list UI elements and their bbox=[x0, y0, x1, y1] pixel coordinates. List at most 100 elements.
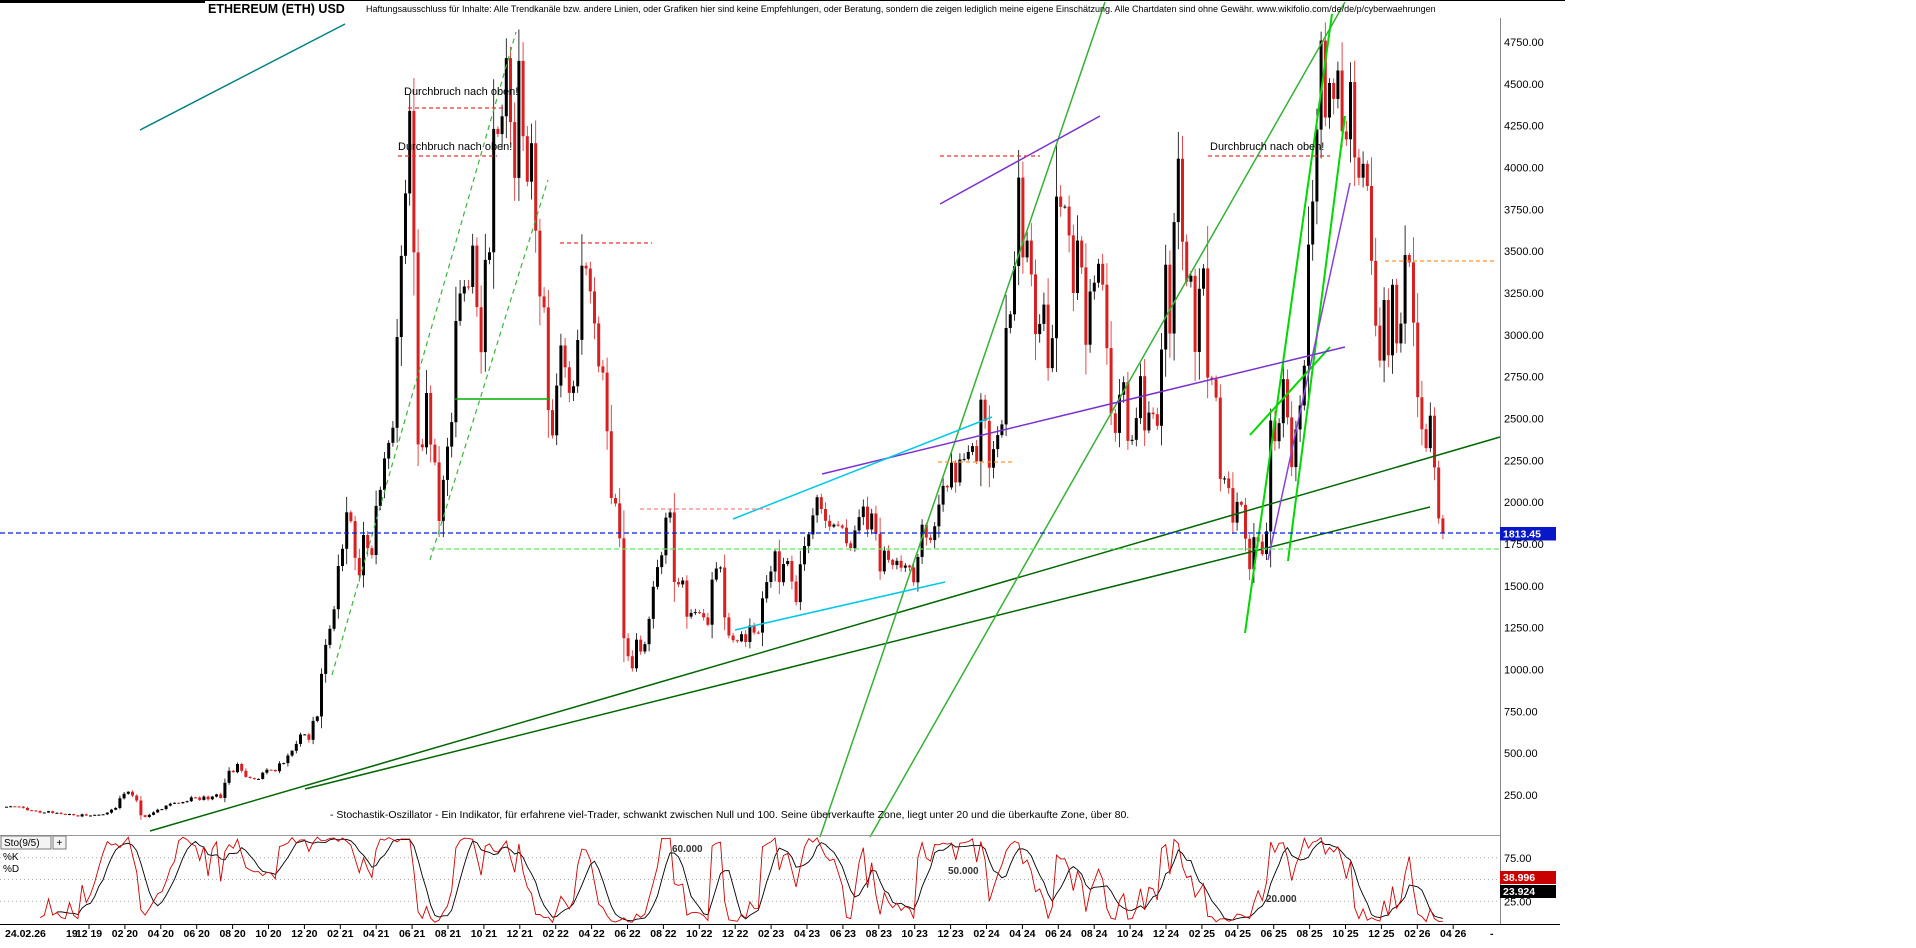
candle-body bbox=[731, 635, 735, 641]
candle-body bbox=[656, 567, 659, 587]
candle-body bbox=[93, 814, 97, 816]
candle-body bbox=[1210, 377, 1214, 380]
candle-body bbox=[601, 366, 605, 373]
x-axis-label: 06 22 bbox=[614, 928, 640, 940]
candle-body bbox=[265, 769, 269, 773]
x-axis-label: - bbox=[1490, 928, 1494, 940]
candle-body bbox=[1223, 478, 1226, 480]
candle-body bbox=[1147, 412, 1151, 431]
stoch-k-badge bbox=[1500, 885, 1556, 898]
y-axis-label: 4000.00 bbox=[1504, 163, 1544, 175]
candle-body bbox=[1374, 260, 1378, 326]
candle-body bbox=[971, 446, 974, 452]
green-dashed-rally-line-2 bbox=[429, 179, 549, 561]
x-axis-label: 08 25 bbox=[1296, 928, 1322, 940]
x-axis-label: 08 22 bbox=[650, 928, 676, 940]
candle-body bbox=[933, 526, 937, 541]
candle-body bbox=[723, 567, 727, 618]
candle-body bbox=[929, 537, 932, 541]
candle-body bbox=[290, 750, 294, 756]
candle-body bbox=[286, 755, 290, 764]
candle-body bbox=[1214, 379, 1218, 398]
candle-body bbox=[1013, 266, 1016, 315]
candle-body bbox=[1017, 177, 1021, 267]
candle-body bbox=[47, 811, 50, 813]
candle-body bbox=[412, 110, 416, 253]
candle-body bbox=[1273, 420, 1277, 442]
candle-body bbox=[740, 634, 743, 642]
candle-body bbox=[328, 628, 332, 645]
y-axis-label: 1250.00 bbox=[1504, 623, 1544, 635]
candle-body bbox=[1277, 423, 1281, 442]
candle-body bbox=[1265, 531, 1268, 555]
candle-body bbox=[605, 372, 609, 432]
candle-body bbox=[706, 617, 710, 625]
stoch-axis-label: 75.00 bbox=[1504, 853, 1532, 865]
candle-body bbox=[828, 520, 832, 527]
stoch-settings-button[interactable] bbox=[0, 835, 52, 850]
candle-body bbox=[13, 806, 17, 808]
candle-body bbox=[966, 451, 970, 459]
candle-body bbox=[576, 340, 580, 387]
candle-body bbox=[996, 435, 1000, 450]
candle-body bbox=[135, 795, 139, 801]
candle-body bbox=[987, 420, 991, 468]
candle-body bbox=[1046, 304, 1050, 369]
candle-body bbox=[320, 673, 323, 717]
candle-body bbox=[332, 609, 336, 629]
candle-body bbox=[84, 814, 88, 816]
candle-body bbox=[769, 571, 773, 582]
lime-steep-line-1 bbox=[1244, 13, 1333, 634]
candle-body bbox=[1067, 206, 1071, 236]
breakout-annotation: Durchbruch nach oben! bbox=[1210, 141, 1324, 153]
teal-channel-line bbox=[139, 23, 346, 131]
candle-body bbox=[874, 513, 878, 534]
candle-body bbox=[5, 806, 8, 808]
candle-body bbox=[479, 307, 483, 353]
candle-body bbox=[110, 809, 113, 813]
candle-body bbox=[269, 769, 273, 771]
candle-body bbox=[752, 625, 756, 633]
candle-body bbox=[635, 639, 638, 669]
y-axis-label: 250.00 bbox=[1504, 790, 1538, 802]
candle-body bbox=[17, 806, 21, 808]
candle-body bbox=[30, 810, 34, 812]
x-axis-label: 02 26 bbox=[1404, 928, 1430, 940]
candle-body bbox=[1122, 382, 1126, 395]
candle-body bbox=[244, 770, 248, 777]
candle-body bbox=[462, 286, 466, 294]
candle-body bbox=[1063, 206, 1067, 208]
candle-body bbox=[693, 612, 697, 614]
x-axis-label: 06 21 bbox=[399, 928, 425, 940]
candle-body bbox=[206, 796, 210, 800]
candle-body bbox=[467, 286, 470, 288]
plus-icon: + bbox=[57, 838, 63, 849]
candle-body bbox=[89, 815, 92, 817]
candle-body bbox=[992, 449, 995, 468]
x-axis-label: 02 21 bbox=[327, 928, 353, 940]
candle-body bbox=[622, 538, 626, 639]
candle-body bbox=[219, 794, 223, 798]
candle-body bbox=[164, 805, 168, 809]
candle-body bbox=[63, 813, 67, 815]
stoch-indicator-label: Sto(9/5) bbox=[4, 838, 40, 849]
x-axis-label: 12 23 bbox=[937, 928, 963, 940]
candle-body bbox=[299, 734, 302, 744]
candle-body bbox=[534, 143, 538, 231]
stoch-expand-button[interactable] bbox=[52, 835, 67, 850]
candle-body bbox=[1307, 244, 1310, 366]
x-axis-label: 10 25 bbox=[1332, 928, 1358, 940]
x-axis-label: 02 24 bbox=[973, 928, 999, 940]
candle-body bbox=[521, 60, 525, 137]
y-axis-label: 4250.00 bbox=[1504, 121, 1544, 133]
candle-body bbox=[651, 586, 655, 619]
stoch-d-line bbox=[56, 838, 1443, 922]
candle-body bbox=[836, 524, 840, 526]
candle-body bbox=[735, 640, 739, 642]
candle-body bbox=[1155, 414, 1159, 426]
candle-body bbox=[353, 521, 357, 558]
candle-body bbox=[559, 345, 563, 386]
candle-body bbox=[370, 548, 374, 555]
x-axis-label: 04 20 bbox=[148, 928, 174, 940]
x-axis-label: 06 24 bbox=[1045, 928, 1071, 940]
